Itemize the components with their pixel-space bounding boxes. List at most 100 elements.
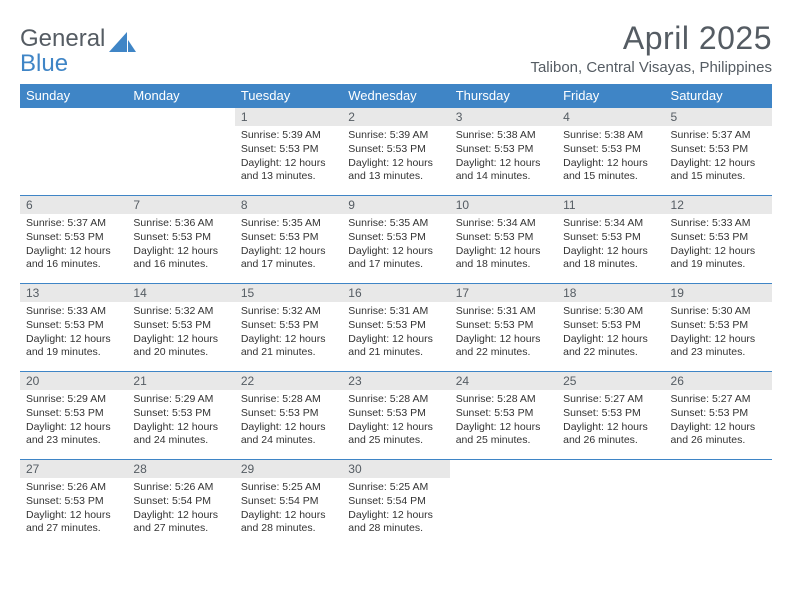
day-details: Sunrise: 5:37 AMSunset: 5:53 PMDaylight:… [20,214,127,276]
calendar-table: SundayMondayTuesdayWednesdayThursdayFrid… [20,84,772,548]
day-details: Sunrise: 5:30 AMSunset: 5:53 PMDaylight:… [665,302,772,364]
day-number: 9 [342,196,449,214]
day-details: Sunrise: 5:33 AMSunset: 5:53 PMDaylight:… [20,302,127,364]
day-number: 18 [557,284,664,302]
day-number: 19 [665,284,772,302]
calendar-day-cell: 20Sunrise: 5:29 AMSunset: 5:53 PMDayligh… [20,372,127,460]
calendar-day-cell: 17Sunrise: 5:31 AMSunset: 5:53 PMDayligh… [450,284,557,372]
day-number [450,460,557,478]
calendar-day-cell: 3Sunrise: 5:38 AMSunset: 5:53 PMDaylight… [450,108,557,196]
day-number: 30 [342,460,449,478]
weekday-header: Monday [127,84,234,108]
calendar-week-row: 13Sunrise: 5:33 AMSunset: 5:53 PMDayligh… [20,284,772,372]
day-details: Sunrise: 5:33 AMSunset: 5:53 PMDaylight:… [665,214,772,276]
day-number: 17 [450,284,557,302]
weekday-header: Sunday [20,84,127,108]
calendar-day-cell: 11Sunrise: 5:34 AMSunset: 5:53 PMDayligh… [557,196,664,284]
day-details: Sunrise: 5:31 AMSunset: 5:53 PMDaylight:… [342,302,449,364]
calendar-day-cell: 19Sunrise: 5:30 AMSunset: 5:53 PMDayligh… [665,284,772,372]
header: General Blue April 2025 Talibon, Central… [20,20,772,76]
day-details: Sunrise: 5:28 AMSunset: 5:53 PMDaylight:… [342,390,449,452]
calendar-page: General Blue April 2025 Talibon, Central… [0,0,792,548]
day-number: 13 [20,284,127,302]
calendar-header-row: SundayMondayTuesdayWednesdayThursdayFrid… [20,84,772,108]
calendar-week-row: 27Sunrise: 5:26 AMSunset: 5:53 PMDayligh… [20,460,772,548]
calendar-day-cell: 26Sunrise: 5:27 AMSunset: 5:53 PMDayligh… [665,372,772,460]
day-details: Sunrise: 5:38 AMSunset: 5:53 PMDaylight:… [450,126,557,188]
day-number: 2 [342,108,449,126]
day-number: 12 [665,196,772,214]
calendar-day-cell: 9Sunrise: 5:35 AMSunset: 5:53 PMDaylight… [342,196,449,284]
day-number: 7 [127,196,234,214]
calendar-day-cell: 12Sunrise: 5:33 AMSunset: 5:53 PMDayligh… [665,196,772,284]
calendar-day-cell: 16Sunrise: 5:31 AMSunset: 5:53 PMDayligh… [342,284,449,372]
calendar-day-cell: 24Sunrise: 5:28 AMSunset: 5:53 PMDayligh… [450,372,557,460]
calendar-day-cell: 14Sunrise: 5:32 AMSunset: 5:53 PMDayligh… [127,284,234,372]
day-number: 23 [342,372,449,390]
calendar-day-cell: 10Sunrise: 5:34 AMSunset: 5:53 PMDayligh… [450,196,557,284]
calendar-day-cell [557,460,664,548]
calendar-day-cell: 2Sunrise: 5:39 AMSunset: 5:53 PMDaylight… [342,108,449,196]
calendar-day-cell: 18Sunrise: 5:30 AMSunset: 5:53 PMDayligh… [557,284,664,372]
day-number: 1 [235,108,342,126]
title-block: April 2025 Talibon, Central Visayas, Phi… [530,20,772,76]
calendar-day-cell: 21Sunrise: 5:29 AMSunset: 5:53 PMDayligh… [127,372,234,460]
day-details: Sunrise: 5:27 AMSunset: 5:53 PMDaylight:… [557,390,664,452]
calendar-day-cell: 23Sunrise: 5:28 AMSunset: 5:53 PMDayligh… [342,372,449,460]
day-number: 29 [235,460,342,478]
day-details: Sunrise: 5:32 AMSunset: 5:53 PMDaylight:… [127,302,234,364]
calendar-day-cell [450,460,557,548]
day-details: Sunrise: 5:31 AMSunset: 5:53 PMDaylight:… [450,302,557,364]
month-title: April 2025 [530,20,772,57]
day-details: Sunrise: 5:34 AMSunset: 5:53 PMDaylight:… [450,214,557,276]
brand-sail-icon [109,30,137,54]
calendar-day-cell [20,108,127,196]
day-number: 20 [20,372,127,390]
day-number: 26 [665,372,772,390]
day-details: Sunrise: 5:25 AMSunset: 5:54 PMDaylight:… [342,478,449,540]
day-number: 22 [235,372,342,390]
brand-logo: General Blue [20,20,137,76]
day-number: 16 [342,284,449,302]
day-number [557,460,664,478]
calendar-day-cell: 4Sunrise: 5:38 AMSunset: 5:53 PMDaylight… [557,108,664,196]
day-details: Sunrise: 5:30 AMSunset: 5:53 PMDaylight:… [557,302,664,364]
day-details: Sunrise: 5:37 AMSunset: 5:53 PMDaylight:… [665,126,772,188]
calendar-day-cell: 22Sunrise: 5:28 AMSunset: 5:53 PMDayligh… [235,372,342,460]
day-number: 21 [127,372,234,390]
day-details: Sunrise: 5:28 AMSunset: 5:53 PMDaylight:… [450,390,557,452]
day-details: Sunrise: 5:38 AMSunset: 5:53 PMDaylight:… [557,126,664,188]
calendar-day-cell: 27Sunrise: 5:26 AMSunset: 5:53 PMDayligh… [20,460,127,548]
day-number [20,108,127,126]
calendar-body: 1Sunrise: 5:39 AMSunset: 5:53 PMDaylight… [20,108,772,548]
day-details: Sunrise: 5:26 AMSunset: 5:53 PMDaylight:… [20,478,127,540]
calendar-day-cell: 28Sunrise: 5:26 AMSunset: 5:54 PMDayligh… [127,460,234,548]
day-number: 14 [127,284,234,302]
day-number [665,460,772,478]
location-subtitle: Talibon, Central Visayas, Philippines [530,59,772,76]
calendar-day-cell: 6Sunrise: 5:37 AMSunset: 5:53 PMDaylight… [20,196,127,284]
day-details: Sunrise: 5:39 AMSunset: 5:53 PMDaylight:… [342,126,449,188]
day-details: Sunrise: 5:35 AMSunset: 5:53 PMDaylight:… [342,214,449,276]
day-details: Sunrise: 5:29 AMSunset: 5:53 PMDaylight:… [20,390,127,452]
calendar-day-cell: 7Sunrise: 5:36 AMSunset: 5:53 PMDaylight… [127,196,234,284]
calendar-day-cell [665,460,772,548]
calendar-day-cell: 30Sunrise: 5:25 AMSunset: 5:54 PMDayligh… [342,460,449,548]
day-number [127,108,234,126]
day-details: Sunrise: 5:25 AMSunset: 5:54 PMDaylight:… [235,478,342,540]
day-number: 5 [665,108,772,126]
day-details: Sunrise: 5:34 AMSunset: 5:53 PMDaylight:… [557,214,664,276]
calendar-day-cell: 8Sunrise: 5:35 AMSunset: 5:53 PMDaylight… [235,196,342,284]
day-details: Sunrise: 5:39 AMSunset: 5:53 PMDaylight:… [235,126,342,188]
day-number: 4 [557,108,664,126]
brand-part2: Blue [20,50,68,77]
day-number: 25 [557,372,664,390]
day-number: 27 [20,460,127,478]
day-details: Sunrise: 5:32 AMSunset: 5:53 PMDaylight:… [235,302,342,364]
weekday-header: Thursday [450,84,557,108]
weekday-header: Saturday [665,84,772,108]
brand-text: General Blue [20,26,105,76]
day-number: 6 [20,196,127,214]
day-details: Sunrise: 5:27 AMSunset: 5:53 PMDaylight:… [665,390,772,452]
calendar-day-cell: 13Sunrise: 5:33 AMSunset: 5:53 PMDayligh… [20,284,127,372]
